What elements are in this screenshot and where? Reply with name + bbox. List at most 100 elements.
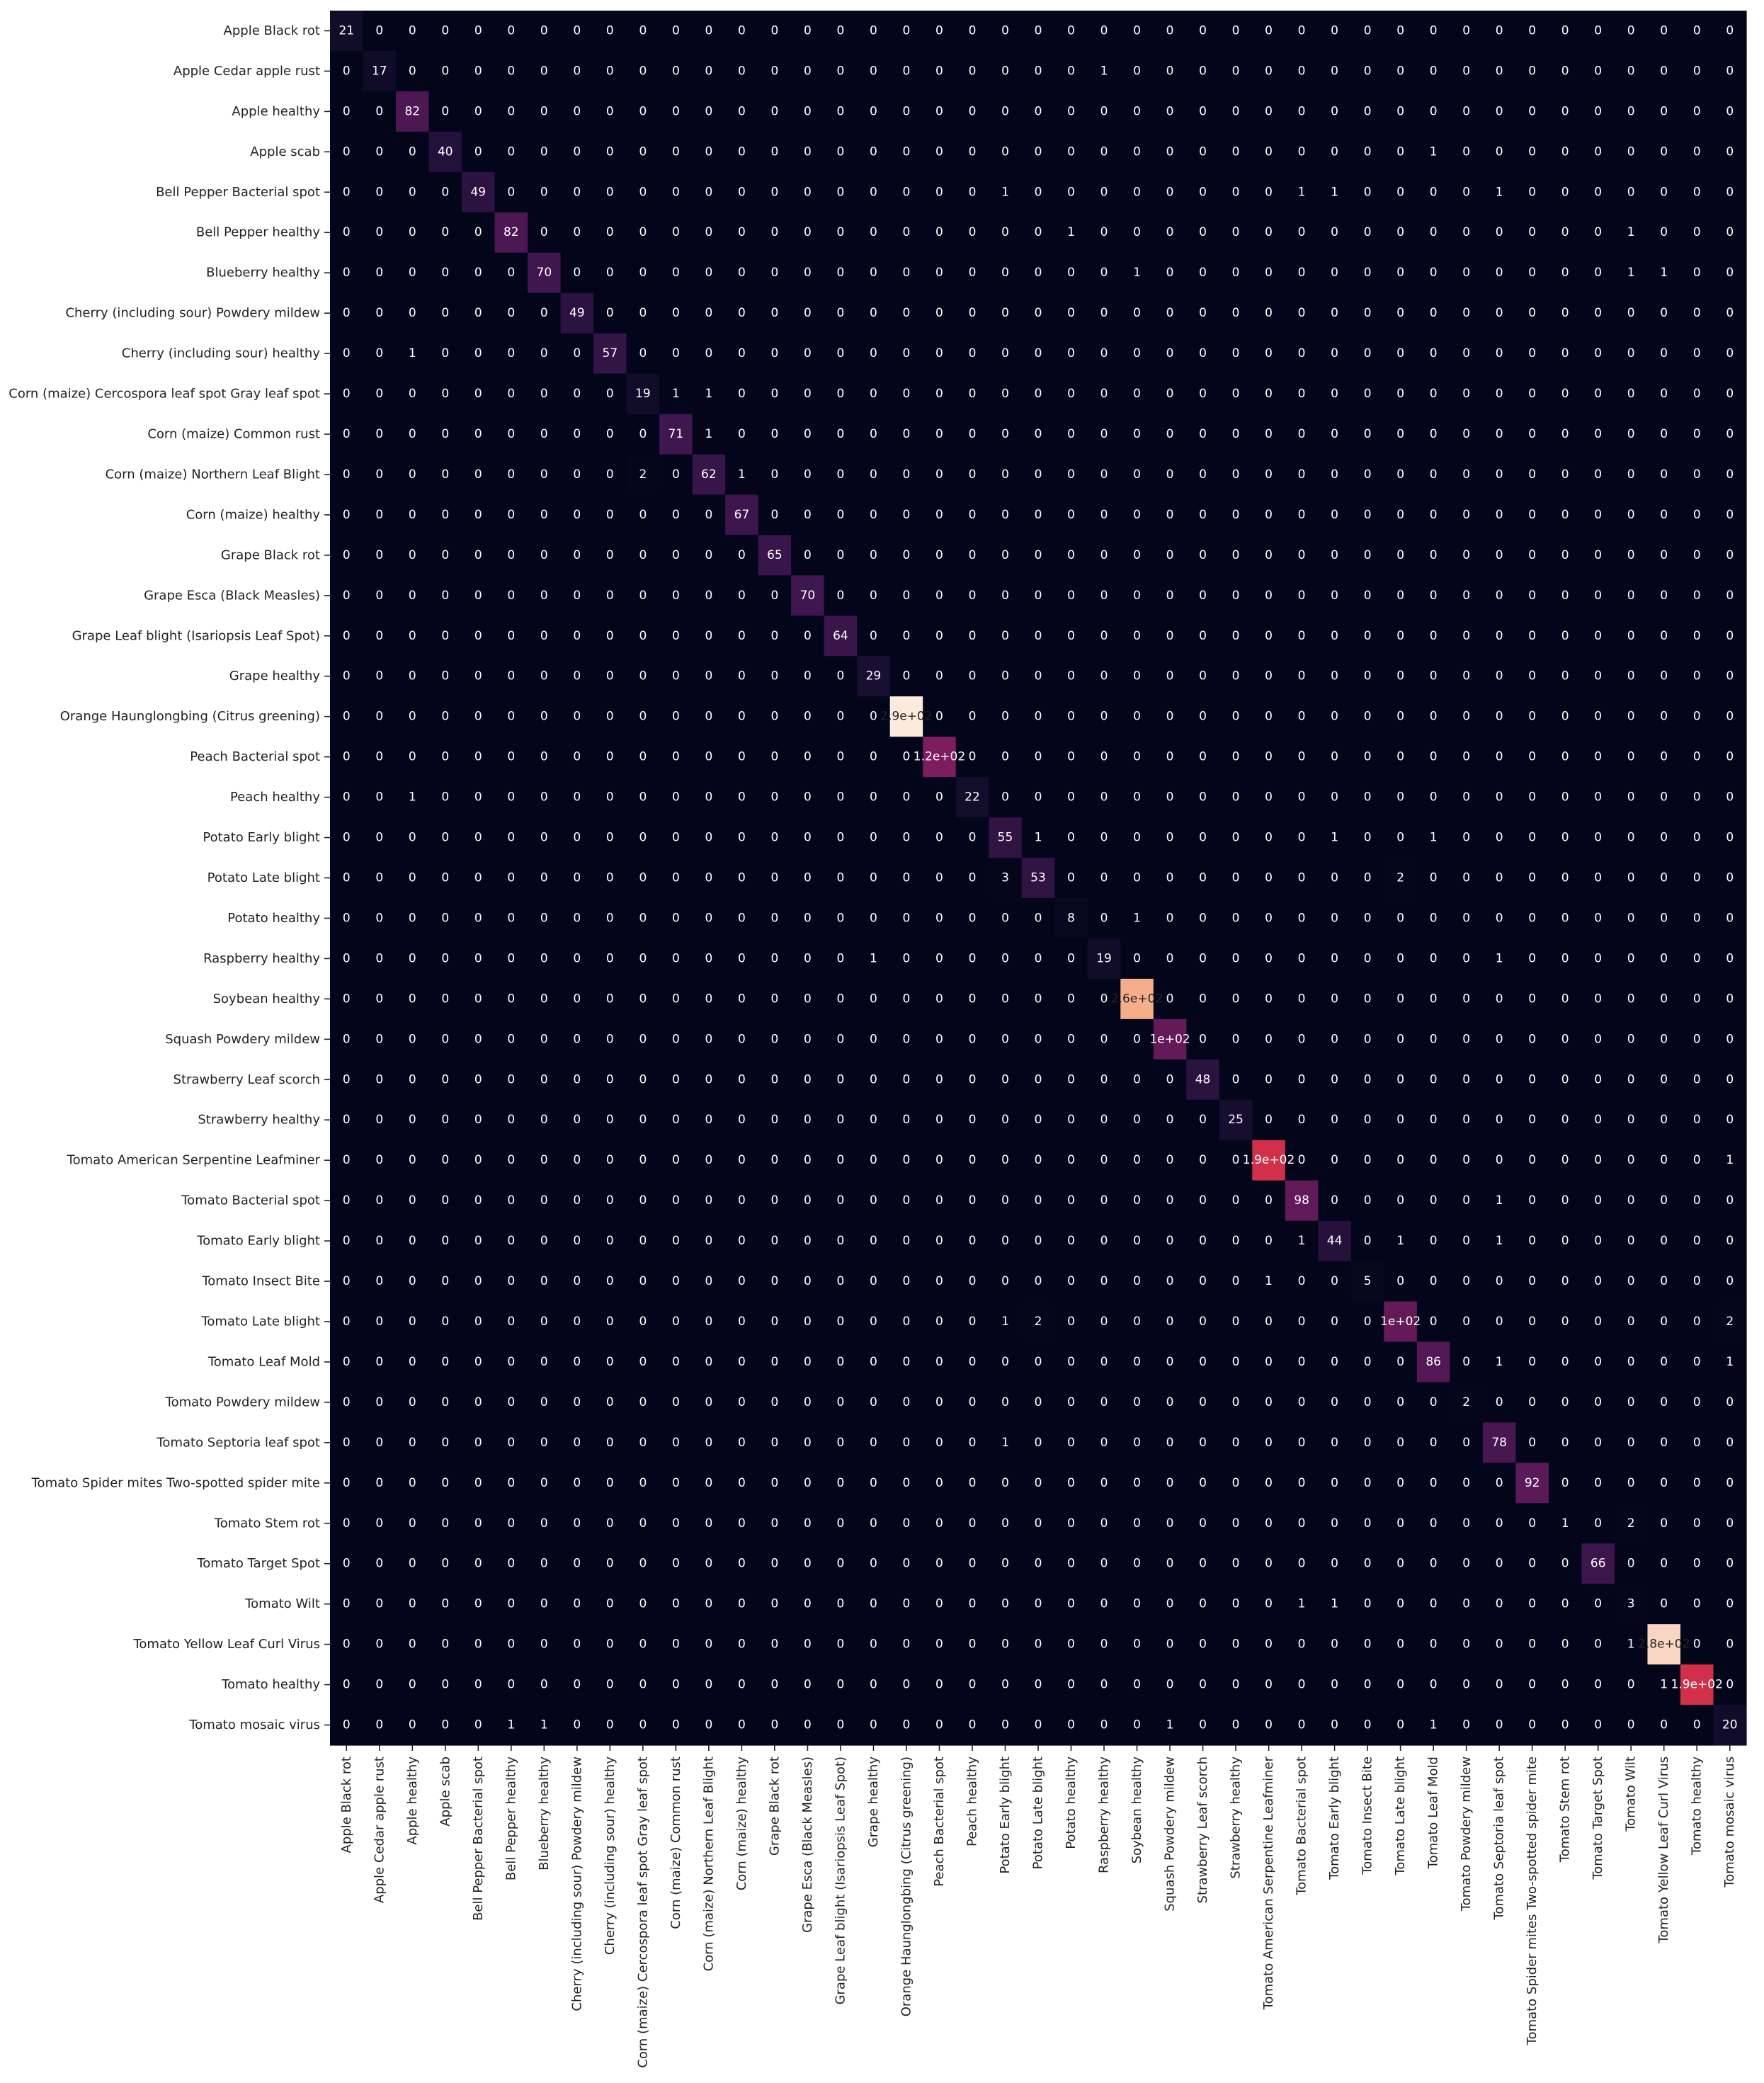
heatmap-cell-r12-c37	[1548, 494, 1583, 535]
heatmap-cell-r11-c20	[989, 454, 1023, 496]
y-tick-label-1: Apple Cedar apple rust	[173, 64, 320, 79]
heatmap-cell-label-r8-c14: 0	[804, 346, 812, 361]
heatmap-cell-label-r31-c28: 1	[1265, 1274, 1273, 1288]
heatmap-cell-label-r9-c42: 0	[1726, 387, 1734, 401]
heatmap-cell-r12-c33	[1416, 494, 1450, 535]
heatmap-cell-label-r32-c5: 0	[507, 1315, 515, 1329]
heatmap-cell-label-r35-c0: 0	[343, 1436, 351, 1450]
heatmap-cell-label-r3-c35: 0	[1496, 144, 1503, 159]
heatmap-cell-label-r35-c7: 0	[573, 1436, 581, 1450]
heatmap-cell-label-r30-c9: 0	[639, 1234, 647, 1248]
heatmap-cell-label-r17-c4: 0	[474, 710, 482, 724]
heatmap-cell-label-r20-c33: 1	[1430, 831, 1438, 845]
heatmap-cell-label-r18-c28: 0	[1265, 750, 1273, 764]
heatmap-cell-label-r5-c22: 1	[1067, 225, 1075, 239]
heatmap-cell-label-r11-c22: 0	[1067, 467, 1075, 482]
heatmap-cell-label-r25-c39: 0	[1627, 1032, 1635, 1046]
heatmap-cell-r0-c11	[692, 11, 726, 52]
heatmap-cell-label-r30-c22: 0	[1067, 1234, 1075, 1248]
heatmap-cell-label-r23-c28: 0	[1265, 951, 1273, 965]
heatmap-cell-label-r13-c9: 0	[639, 548, 647, 562]
heatmap-cell-label-r32-c18: 0	[935, 1315, 943, 1329]
heatmap-cell-r6-c24	[1120, 252, 1154, 294]
heatmap-cell-label-r21-c41: 0	[1693, 871, 1701, 885]
heatmap-cell-r0-c34	[1450, 11, 1484, 52]
heatmap-cell-label-r21-c25: 0	[1166, 871, 1174, 885]
heatmap-cell-label-r13-c32: 0	[1396, 548, 1404, 562]
heatmap-cell-label-r14-c41: 0	[1693, 589, 1701, 603]
x-tick-label-10: Corn (maize) Common rust	[668, 1756, 683, 1929]
heatmap-cell-label-r8-c20: 0	[1001, 346, 1009, 361]
heatmap-cell-label-r5-c13: 0	[770, 225, 778, 239]
heatmap-cell-label-r28-c38: 0	[1594, 1153, 1602, 1167]
heatmap-cell-label-r37-c9: 0	[639, 1516, 647, 1531]
heatmap-cell-r5-c10	[659, 212, 693, 254]
heatmap-cell-label-r4-c30: 1	[1331, 185, 1338, 199]
heatmap-cell-label-r37-c23: 0	[1100, 1516, 1108, 1531]
heatmap-cell-label-r15-c40: 0	[1660, 629, 1668, 643]
heatmap-cell-label-r9-c40: 0	[1660, 387, 1668, 401]
heatmap-cell-label-r20-c28: 0	[1265, 831, 1273, 845]
heatmap-cell-label-r16-c3: 0	[441, 669, 449, 683]
heatmap-cell-r1-c20	[989, 50, 1023, 92]
heatmap-cell-label-r21-c5: 0	[507, 871, 515, 885]
y-tick-label-27: Strawberry healthy	[198, 1113, 320, 1128]
heatmap-cell-r9-c31	[1350, 373, 1384, 415]
heatmap-cell-label-r38-c36: 0	[1528, 1557, 1536, 1571]
heatmap-cell-label-r25-c12: 0	[738, 1032, 746, 1046]
heatmap-cell-label-r8-c33: 0	[1430, 346, 1438, 361]
heatmap-cell-r9-c4	[462, 373, 496, 415]
heatmap-cell-r7-c8	[593, 293, 627, 334]
heatmap-cell-label-r6-c16: 0	[870, 266, 877, 280]
heatmap-cell-r7-c15	[824, 293, 858, 334]
heatmap-cell-label-r12-c0: 0	[343, 508, 351, 522]
heatmap-cell-label-r36-c38: 0	[1594, 1476, 1602, 1490]
heatmap-cell-r9-c24	[1120, 373, 1154, 415]
heatmap-cell-r10-c21	[1021, 414, 1055, 455]
heatmap-cell-label-r33-c9: 0	[639, 1355, 647, 1369]
heatmap-cell-label-r0-c4: 0	[474, 23, 482, 38]
heatmap-cell-r10-c2	[396, 414, 430, 455]
heatmap-cell-label-r1-c27: 0	[1232, 64, 1240, 78]
heatmap-cell-label-r39-c24: 0	[1133, 1597, 1141, 1611]
heatmap-cell-r4-c35	[1482, 171, 1517, 213]
heatmap-cell-label-r4-c41: 0	[1693, 185, 1701, 199]
heatmap-cell-label-r30-c41: 0	[1693, 1234, 1701, 1248]
heatmap-cell-label-r18-c17: 0	[903, 750, 911, 764]
heatmap-cell-label-r10-c37: 0	[1561, 427, 1569, 441]
heatmap-cell-label-r14-c11: 0	[705, 589, 712, 603]
heatmap-cell-label-r9-c34: 0	[1462, 387, 1470, 401]
heatmap-cell-label-r12-c36: 0	[1528, 508, 1536, 522]
heatmap-cell-label-r17-c40: 0	[1660, 710, 1668, 724]
heatmap-cell-label-r29-c28: 0	[1265, 1193, 1273, 1208]
y-tick-label-31: Tomato Insect Bite	[201, 1274, 320, 1289]
heatmap-cell-label-r2-c19: 0	[969, 104, 977, 118]
y-tick-label-41: Tomato healthy	[221, 1677, 320, 1692]
heatmap-cell-r14-c1	[363, 575, 397, 616]
heatmap-cell-r2-c38	[1581, 91, 1615, 132]
heatmap-cell-r4-c34	[1450, 171, 1484, 213]
heatmap-cell-label-r29-c37: 0	[1561, 1193, 1569, 1208]
heatmap-cell-label-r40-c14: 0	[804, 1638, 812, 1652]
heatmap-cell-label-r2-c2: 82	[404, 104, 420, 118]
heatmap-cell-r0-c25	[1153, 11, 1187, 52]
heatmap-cell-r12-c42	[1713, 494, 1747, 535]
heatmap-cell-label-r33-c2: 0	[409, 1355, 416, 1369]
heatmap-cell-r8-c5	[494, 333, 528, 375]
heatmap-cell-label-r24-c26: 0	[1199, 992, 1207, 1006]
heatmap-cell-r7-c14	[791, 293, 825, 334]
heatmap-cell-label-r0-c32: 0	[1396, 23, 1404, 38]
heatmap-cell-label-r0-c15: 0	[837, 23, 845, 38]
heatmap-cell-r10-c42	[1713, 414, 1747, 455]
heatmap-cell-label-r35-c11: 0	[705, 1436, 712, 1450]
heatmap-cell-label-r25-c6: 0	[540, 1032, 548, 1046]
heatmap-cell-label-r31-c10: 0	[672, 1274, 680, 1288]
heatmap-cell-label-r2-c21: 0	[1035, 104, 1042, 118]
heatmap-cell-r10-c3	[428, 414, 462, 455]
heatmap-cell-r8-c13	[758, 333, 792, 375]
heatmap-cell-label-r20-c8: 0	[606, 831, 614, 845]
heatmap-cell-label-r25-c32: 0	[1396, 1032, 1404, 1046]
heatmap-cell-r8-c27	[1219, 333, 1253, 375]
heatmap-cell-label-r8-c3: 0	[441, 346, 449, 361]
heatmap-cell-label-r16-c7: 0	[573, 669, 581, 683]
